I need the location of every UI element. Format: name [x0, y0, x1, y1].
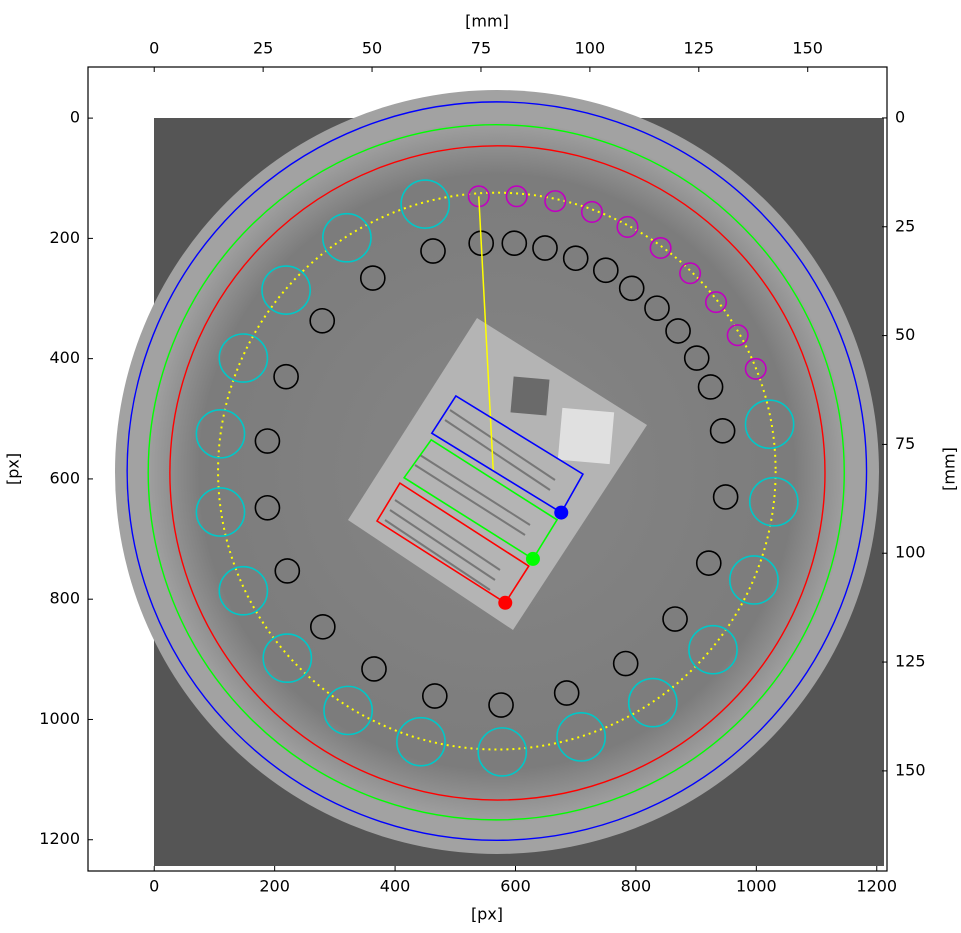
y2-tick-label: 125: [895, 652, 926, 671]
x-axis-label: [px]: [471, 905, 503, 924]
y-tick-label: 1200: [39, 829, 80, 848]
roi-circle: [688, 624, 738, 675]
roi-circle: [744, 357, 767, 380]
roi-circle: [556, 712, 607, 762]
roi-circle: [195, 487, 246, 537]
roi-circle: [618, 275, 645, 302]
roi-circle: [400, 179, 451, 229]
roi-circle: [644, 295, 670, 321]
roi-circle: [649, 236, 672, 260]
x2-axis-label: [mm]: [465, 12, 509, 31]
roi-circle: [396, 716, 446, 767]
roi-circle: [488, 692, 514, 718]
y2-axis-label: [mm]: [940, 447, 959, 491]
roi-circle: [592, 257, 619, 284]
roi-circle: [662, 606, 688, 632]
roi-point: [554, 505, 569, 520]
roi-circle: [323, 685, 373, 736]
roi-circle: [712, 484, 739, 510]
y2-tick-label: 25: [895, 216, 915, 235]
roi-circle: [697, 374, 724, 400]
y-tick-label: 200: [49, 228, 80, 247]
roi-circle: [477, 727, 528, 777]
y-tick-label: 400: [49, 348, 80, 367]
roi-circle: [254, 428, 281, 454]
roi-circle: [726, 324, 749, 347]
roi-circle: [261, 265, 311, 315]
ring: [169, 145, 826, 801]
x-tick-label: 0: [149, 877, 159, 896]
overlays: [126, 101, 868, 842]
roi-circle: [359, 265, 386, 291]
roi-circle: [195, 408, 246, 459]
line-pairs: [384, 409, 556, 591]
ring: [147, 124, 845, 821]
roi-circle: [580, 200, 604, 223]
roi-circle: [273, 363, 299, 390]
x-tick-label: 400: [380, 877, 411, 896]
x-tick-label: 200: [259, 877, 290, 896]
y2-tick-label: 50: [895, 325, 915, 344]
axes-frame: [87, 66, 888, 872]
roi-circle: [665, 318, 691, 344]
roi-circle: [309, 307, 336, 334]
roi-circle: [420, 238, 446, 264]
roi-circle: [709, 417, 736, 444]
y-tick-label: 800: [49, 589, 80, 608]
pointer-line: [478, 196, 494, 470]
plate-square: [510, 376, 550, 416]
y2-tick-label: 0: [895, 107, 905, 126]
roi-circle: [612, 650, 639, 677]
y-tick-label: 0: [70, 108, 80, 127]
roi-circle: [218, 565, 269, 616]
roi-circle: [729, 555, 779, 605]
y-axis-label: [px]: [4, 453, 23, 485]
roi-circle: [748, 476, 799, 527]
x2-tick-label: 50: [362, 39, 382, 58]
x2-tick-label: 75: [471, 39, 491, 58]
y2-tick-label: 75: [895, 434, 915, 453]
x2-tick-label: 150: [792, 39, 823, 58]
y2-tick-label: 150: [895, 760, 926, 779]
roi-point: [498, 595, 513, 610]
roi-circle: [218, 333, 269, 383]
phantom-image: [115, 90, 884, 866]
roi-circle: [501, 230, 528, 257]
y2-tick-label: 100: [895, 543, 926, 562]
x-tick-label: 600: [500, 877, 531, 896]
roi-circle: [744, 399, 795, 450]
y-tick-label: 600: [49, 468, 80, 487]
x2-tick-label: 125: [684, 39, 715, 58]
roi-circle: [309, 614, 336, 640]
roi-circle: [695, 550, 722, 576]
roi-circle: [683, 345, 710, 371]
x2-tick-label: 100: [575, 39, 606, 58]
roi-circle: [553, 680, 580, 706]
roi-circle: [679, 262, 702, 285]
roi-circle: [262, 633, 313, 683]
roi-circle: [627, 677, 678, 728]
x-tick-label: 800: [621, 877, 652, 896]
roi-circle: [254, 494, 281, 521]
x2-tick-label: 0: [149, 39, 159, 58]
ring: [126, 101, 868, 842]
roi-circle: [704, 291, 728, 314]
roi-circle: [505, 185, 528, 208]
roi-circle: [562, 245, 589, 272]
roi-circle: [361, 656, 387, 682]
roi-circle: [274, 558, 301, 584]
roi-circle: [322, 212, 372, 263]
roi-circle: [421, 683, 448, 709]
y-tick-label: 1000: [39, 709, 80, 728]
x2-tick-label: 25: [253, 39, 273, 58]
plate-square: [557, 407, 615, 465]
x-tick-label: 1200: [856, 877, 897, 896]
roi-circle: [616, 215, 639, 238]
roi-circle: [544, 190, 567, 213]
roi-circle: [532, 235, 558, 261]
roi-point: [525, 551, 540, 566]
x-tick-label: 1000: [736, 877, 777, 896]
